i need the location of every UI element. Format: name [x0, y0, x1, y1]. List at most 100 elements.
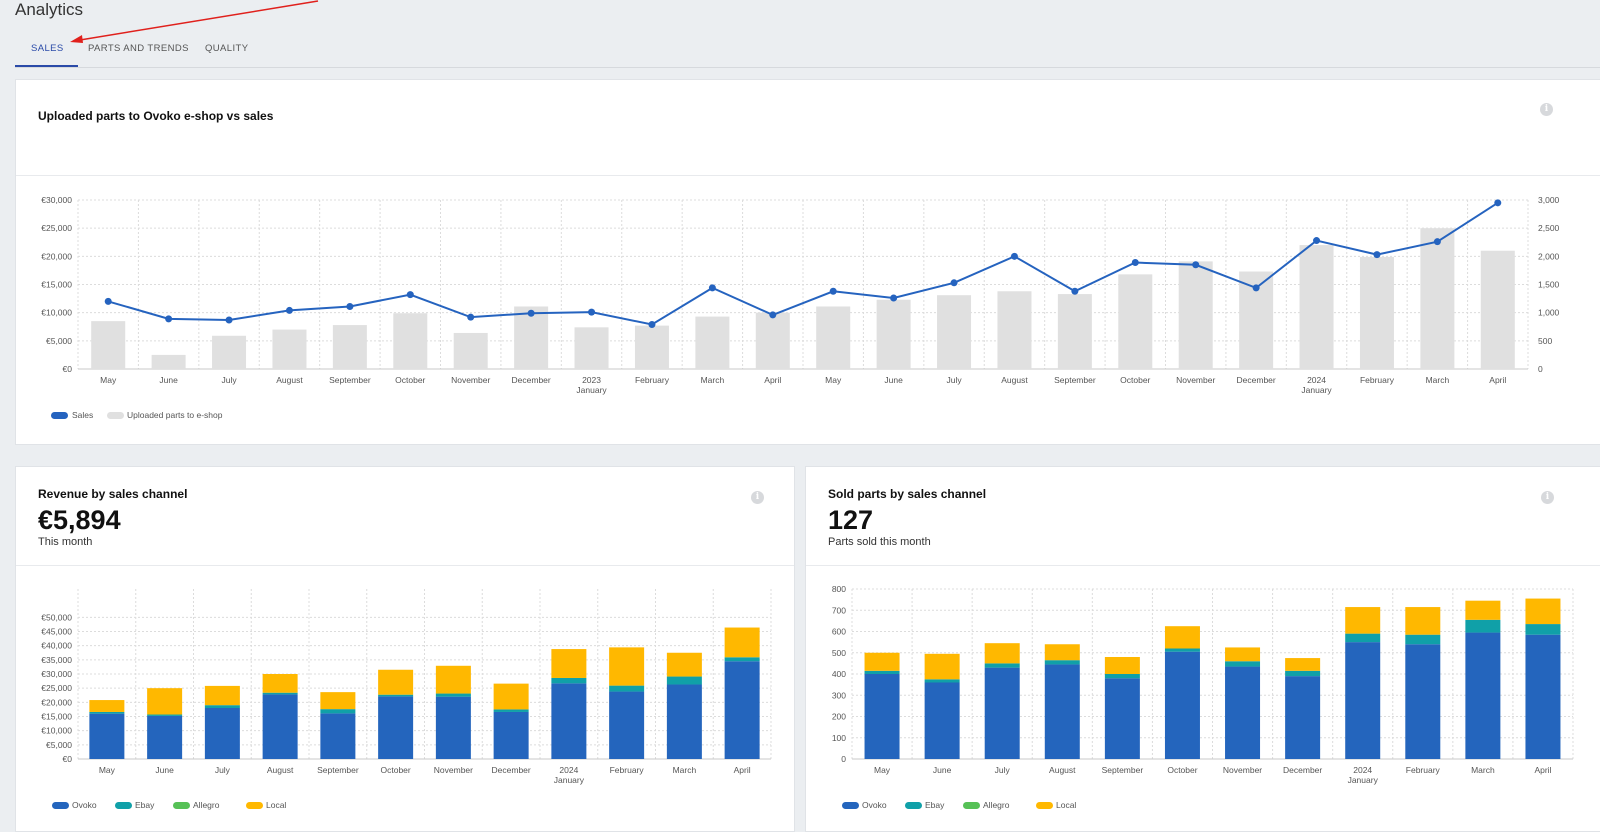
ovoko-segment: [1405, 644, 1441, 759]
y-left-tick-label: €0: [63, 364, 73, 374]
x-tick-label: January: [1301, 385, 1332, 395]
uploaded-vs-sales-chart: €0 €5,000 €10,000 €15,000 €20,000 €25,000 €30,…: [41, 195, 1560, 420]
uploaded-parts-bar: [151, 354, 186, 369]
tab-quality[interactable]: QUALITY: [205, 43, 249, 54]
x-tick-label: January: [554, 775, 585, 785]
ovoko-segment: [864, 674, 900, 759]
local-segment: [666, 652, 702, 677]
info-icon[interactable]: i: [1540, 103, 1553, 116]
y-tick-label: 500: [832, 648, 846, 658]
ovoko-segment: [1345, 642, 1381, 759]
card-divider: [16, 175, 1600, 176]
x-tick-label: August: [267, 765, 294, 775]
ovoko-segment: [609, 691, 645, 759]
x-tick-label: January: [576, 385, 607, 395]
local-segment: [262, 674, 298, 693]
local-segment: [1405, 607, 1441, 635]
local-segment: [924, 653, 960, 680]
ebay-segment: [864, 670, 900, 674]
sales-point: [406, 291, 414, 299]
x-tick-label: June: [155, 765, 174, 775]
ovoko-segment: [1104, 678, 1140, 759]
local-segment: [1044, 644, 1080, 661]
x-tick-label: April: [1489, 375, 1506, 385]
ovoko-segment: [262, 694, 298, 759]
sales-point: [648, 320, 656, 328]
legend-label: Ovoko: [862, 800, 887, 810]
sold-parts-card: Sold parts by sales channel i 127 Parts …: [805, 466, 1600, 832]
sales-point: [1071, 287, 1079, 295]
revenue-chart: €0 €5,000 €10,000 €15,000 €20,000 €25,000 €30,…: [41, 589, 772, 810]
y-tick-label: 300: [832, 690, 846, 700]
uploaded-parts-bar: [91, 321, 126, 369]
uploaded-parts-bar: [1178, 261, 1213, 369]
x-tick-label: December: [1283, 765, 1322, 775]
ebay-segment: [320, 709, 356, 714]
local-segment: [1465, 600, 1501, 620]
ebay-segment: [1345, 633, 1381, 643]
revenue-card: Revenue by sales channel i €5,894 This m…: [15, 466, 795, 832]
ovoko-segment: [1525, 634, 1561, 759]
sales-point: [890, 294, 898, 302]
ovoko-segment: [147, 715, 183, 759]
y-tick-label: €25,000: [41, 683, 72, 693]
page-title: Analytics: [15, 0, 84, 19]
ovoko-segment: [666, 684, 702, 759]
ebay-segment: [435, 693, 471, 697]
legend-label: Allegro: [193, 800, 220, 810]
ebay-segment: [1465, 619, 1501, 633]
ebay-segment: [262, 692, 298, 695]
x-tick-label: May: [825, 375, 842, 385]
local-segment: [204, 685, 240, 706]
x-tick-label: May: [99, 765, 116, 775]
ovoko-segment: [1225, 666, 1261, 759]
tab-sales[interactable]: SALES: [31, 43, 64, 54]
x-tick-label: October: [395, 375, 425, 385]
ebay-segment: [204, 705, 240, 708]
info-icon[interactable]: i: [1541, 491, 1554, 504]
y-right-tick-label: 1,500: [1538, 280, 1560, 290]
x-tick-label: November: [451, 375, 490, 385]
y-right-tick-label: 500: [1538, 336, 1552, 346]
uploaded-parts-bar: [1299, 245, 1334, 369]
uploaded-parts-bar: [1057, 294, 1092, 369]
uploaded-parts-bar: [876, 299, 911, 369]
x-tick-label: September: [1054, 375, 1096, 385]
x-tick-label: 2024: [559, 765, 578, 775]
legend-swatch: [246, 802, 263, 809]
x-tick-label: March: [1426, 375, 1450, 385]
y-tick-label: 0: [841, 754, 846, 764]
local-segment: [320, 692, 356, 710]
ebay-segment: [147, 714, 183, 716]
x-tick-label: April: [764, 375, 781, 385]
sold-parts-chart: 0 100 200 300 400 500 600 700 800 May June July Augu…: [832, 584, 1574, 810]
ovoko-segment: [204, 708, 240, 759]
ovoko-segment: [984, 667, 1020, 759]
y-left-tick-label: €20,000: [41, 251, 72, 261]
sales-point: [1131, 259, 1139, 267]
x-tick-label: November: [434, 765, 473, 775]
y-tick-label: €50,000: [41, 612, 72, 622]
legend-swatch: [842, 802, 859, 809]
ebay-segment: [551, 677, 587, 684]
local-segment: [864, 652, 900, 671]
uploaded-vs-sales-card: Uploaded parts to Ovoko e-shop vs sales …: [15, 79, 1600, 445]
sales-point: [769, 311, 777, 319]
y-tick-label: €40,000: [41, 641, 72, 651]
ebay-segment: [666, 676, 702, 685]
y-tick-label: 200: [832, 712, 846, 722]
x-tick-label: May: [874, 765, 891, 775]
ebay-segment: [1104, 674, 1140, 679]
y-left-tick-label: €15,000: [41, 280, 72, 290]
ovoko-segment: [320, 713, 356, 759]
x-tick-label: March: [701, 375, 725, 385]
ebay-segment: [984, 663, 1020, 668]
y-tick-label: 400: [832, 669, 846, 679]
tab-bar: SALES PARTS AND TRENDS QUALITY: [15, 33, 1600, 68]
y-right-tick-label: 2,500: [1538, 223, 1560, 233]
tab-parts-and-trends[interactable]: PARTS AND TRENDS: [88, 43, 189, 54]
y-right-tick-label: 0: [1538, 364, 1543, 374]
x-tick-label: February: [610, 765, 645, 775]
local-segment: [1164, 626, 1200, 649]
info-icon[interactable]: i: [751, 491, 764, 504]
